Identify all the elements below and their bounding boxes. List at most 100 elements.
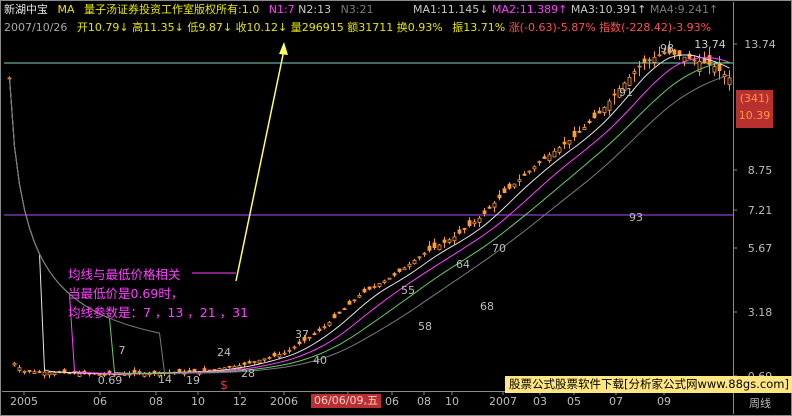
high-price: 高11.35↓	[132, 21, 184, 34]
candle-body	[352, 299, 357, 302]
x-tick-label: 10	[445, 395, 459, 408]
candle-body	[462, 228, 467, 230]
candle-body	[507, 183, 512, 189]
price-label: 55	[401, 284, 415, 297]
candle-body	[277, 354, 282, 358]
annotation-arrow-head	[279, 42, 288, 55]
candle-body	[592, 112, 597, 119]
x-tick-label: 05	[567, 395, 581, 408]
candle-body	[332, 314, 337, 319]
candle-body	[367, 286, 372, 290]
close-price: 收10.12↓	[235, 21, 288, 34]
amplitude: 振13.71%	[452, 21, 506, 34]
candle-body	[522, 173, 527, 176]
stock-name: 新湖中宝	[4, 3, 48, 16]
ma2-line	[9, 57, 730, 375]
x-tick-label: 06	[385, 395, 399, 408]
candle-body	[637, 65, 642, 68]
candle-body	[642, 58, 647, 63]
candle-body	[372, 286, 377, 288]
price-label: 93	[629, 211, 643, 224]
candle-body	[672, 49, 677, 55]
candle-body	[272, 352, 277, 357]
candle-body	[472, 221, 477, 225]
candle-body	[362, 288, 367, 293]
price-label: 64	[456, 258, 470, 271]
candle-body	[227, 365, 232, 368]
annotation-line-2: 当最低价是0.69时，	[68, 286, 184, 301]
x-tick-label: 08	[417, 395, 431, 408]
candle-body	[647, 59, 652, 62]
y-tick-label: 7.21	[748, 204, 773, 217]
candle-body	[307, 336, 312, 339]
ma3-value: MA3:10.391↑	[570, 3, 647, 16]
candle-body	[47, 371, 52, 376]
candle-body	[427, 245, 432, 251]
price-label: 98	[660, 42, 674, 55]
watermark-banner[interactable]: 股票公式股票软件下载[分析家公式网www.88gs.com]	[505, 376, 792, 393]
candle-body	[157, 372, 162, 377]
price-label: 14	[158, 373, 172, 386]
candle-body	[552, 150, 557, 158]
candle-body	[247, 361, 252, 364]
candle-body	[32, 371, 37, 374]
candle-body	[727, 77, 732, 86]
candle-body	[397, 268, 402, 272]
candle-body	[452, 236, 457, 242]
candle-body	[27, 370, 32, 372]
candle-body	[557, 147, 562, 153]
candle-body	[202, 368, 207, 372]
candle-body	[152, 370, 157, 374]
candle-body	[297, 341, 302, 345]
candle-body	[77, 373, 82, 377]
candle-body	[417, 256, 422, 259]
candle-body	[582, 126, 587, 130]
annotation-line-3: 均线参数是：7 ，13 ，21 ，31	[68, 305, 249, 320]
price-label: 68	[480, 300, 494, 313]
candle-body	[292, 346, 297, 349]
header-row-2: 2007/10/26 开10.79↓ 高11.35↓ 低9.87↓ 收10.12…	[4, 21, 711, 35]
candle-body	[392, 273, 397, 276]
candle-body	[652, 56, 657, 63]
price-label: 70	[492, 242, 506, 255]
y-tick-label: 13.74	[744, 38, 776, 51]
candle-body	[402, 267, 407, 271]
candle-body	[482, 210, 487, 214]
candle-body	[572, 130, 577, 138]
candle-body	[17, 367, 22, 371]
candle-body	[547, 154, 552, 161]
candle-body	[632, 71, 637, 74]
candle-body	[317, 328, 322, 332]
y-axis-footer: 周线	[749, 396, 771, 410]
ma1-value: MA1:11.145↓	[413, 3, 489, 16]
cursor-price-top: (341)	[739, 92, 770, 105]
ma2-value: MA2:11.389↑	[491, 3, 568, 16]
candle-body	[212, 368, 217, 371]
cursor-price-badge: (341) 10.39	[736, 90, 773, 128]
candle-body	[502, 188, 507, 194]
candle-body	[597, 110, 602, 114]
price-label: 13.74	[694, 38, 726, 51]
candle-body	[562, 141, 567, 145]
price-label: 19	[186, 374, 200, 387]
candle-body	[617, 88, 622, 98]
y-tick-label: 3.18	[748, 306, 773, 319]
cursor-date-badge: 06/06/09,五	[311, 394, 381, 408]
candle-body	[282, 352, 287, 355]
candle-body	[387, 277, 392, 280]
bar-date: 2007/10/26	[4, 21, 68, 34]
candle-body	[517, 179, 522, 182]
candle-body	[447, 239, 452, 243]
dollar-marker: $	[220, 378, 228, 392]
candle-body	[322, 326, 327, 329]
candle-body	[342, 308, 347, 311]
candle-body	[42, 371, 47, 376]
x-tick-label: 2007	[489, 395, 517, 408]
candle-body	[382, 280, 387, 283]
change: 涨(-0.63)-5.87%	[508, 21, 596, 34]
candle-body	[542, 156, 547, 159]
ma4-value: MA4:9.241↑	[649, 3, 719, 16]
low-price: 低9.87↓	[187, 21, 233, 34]
